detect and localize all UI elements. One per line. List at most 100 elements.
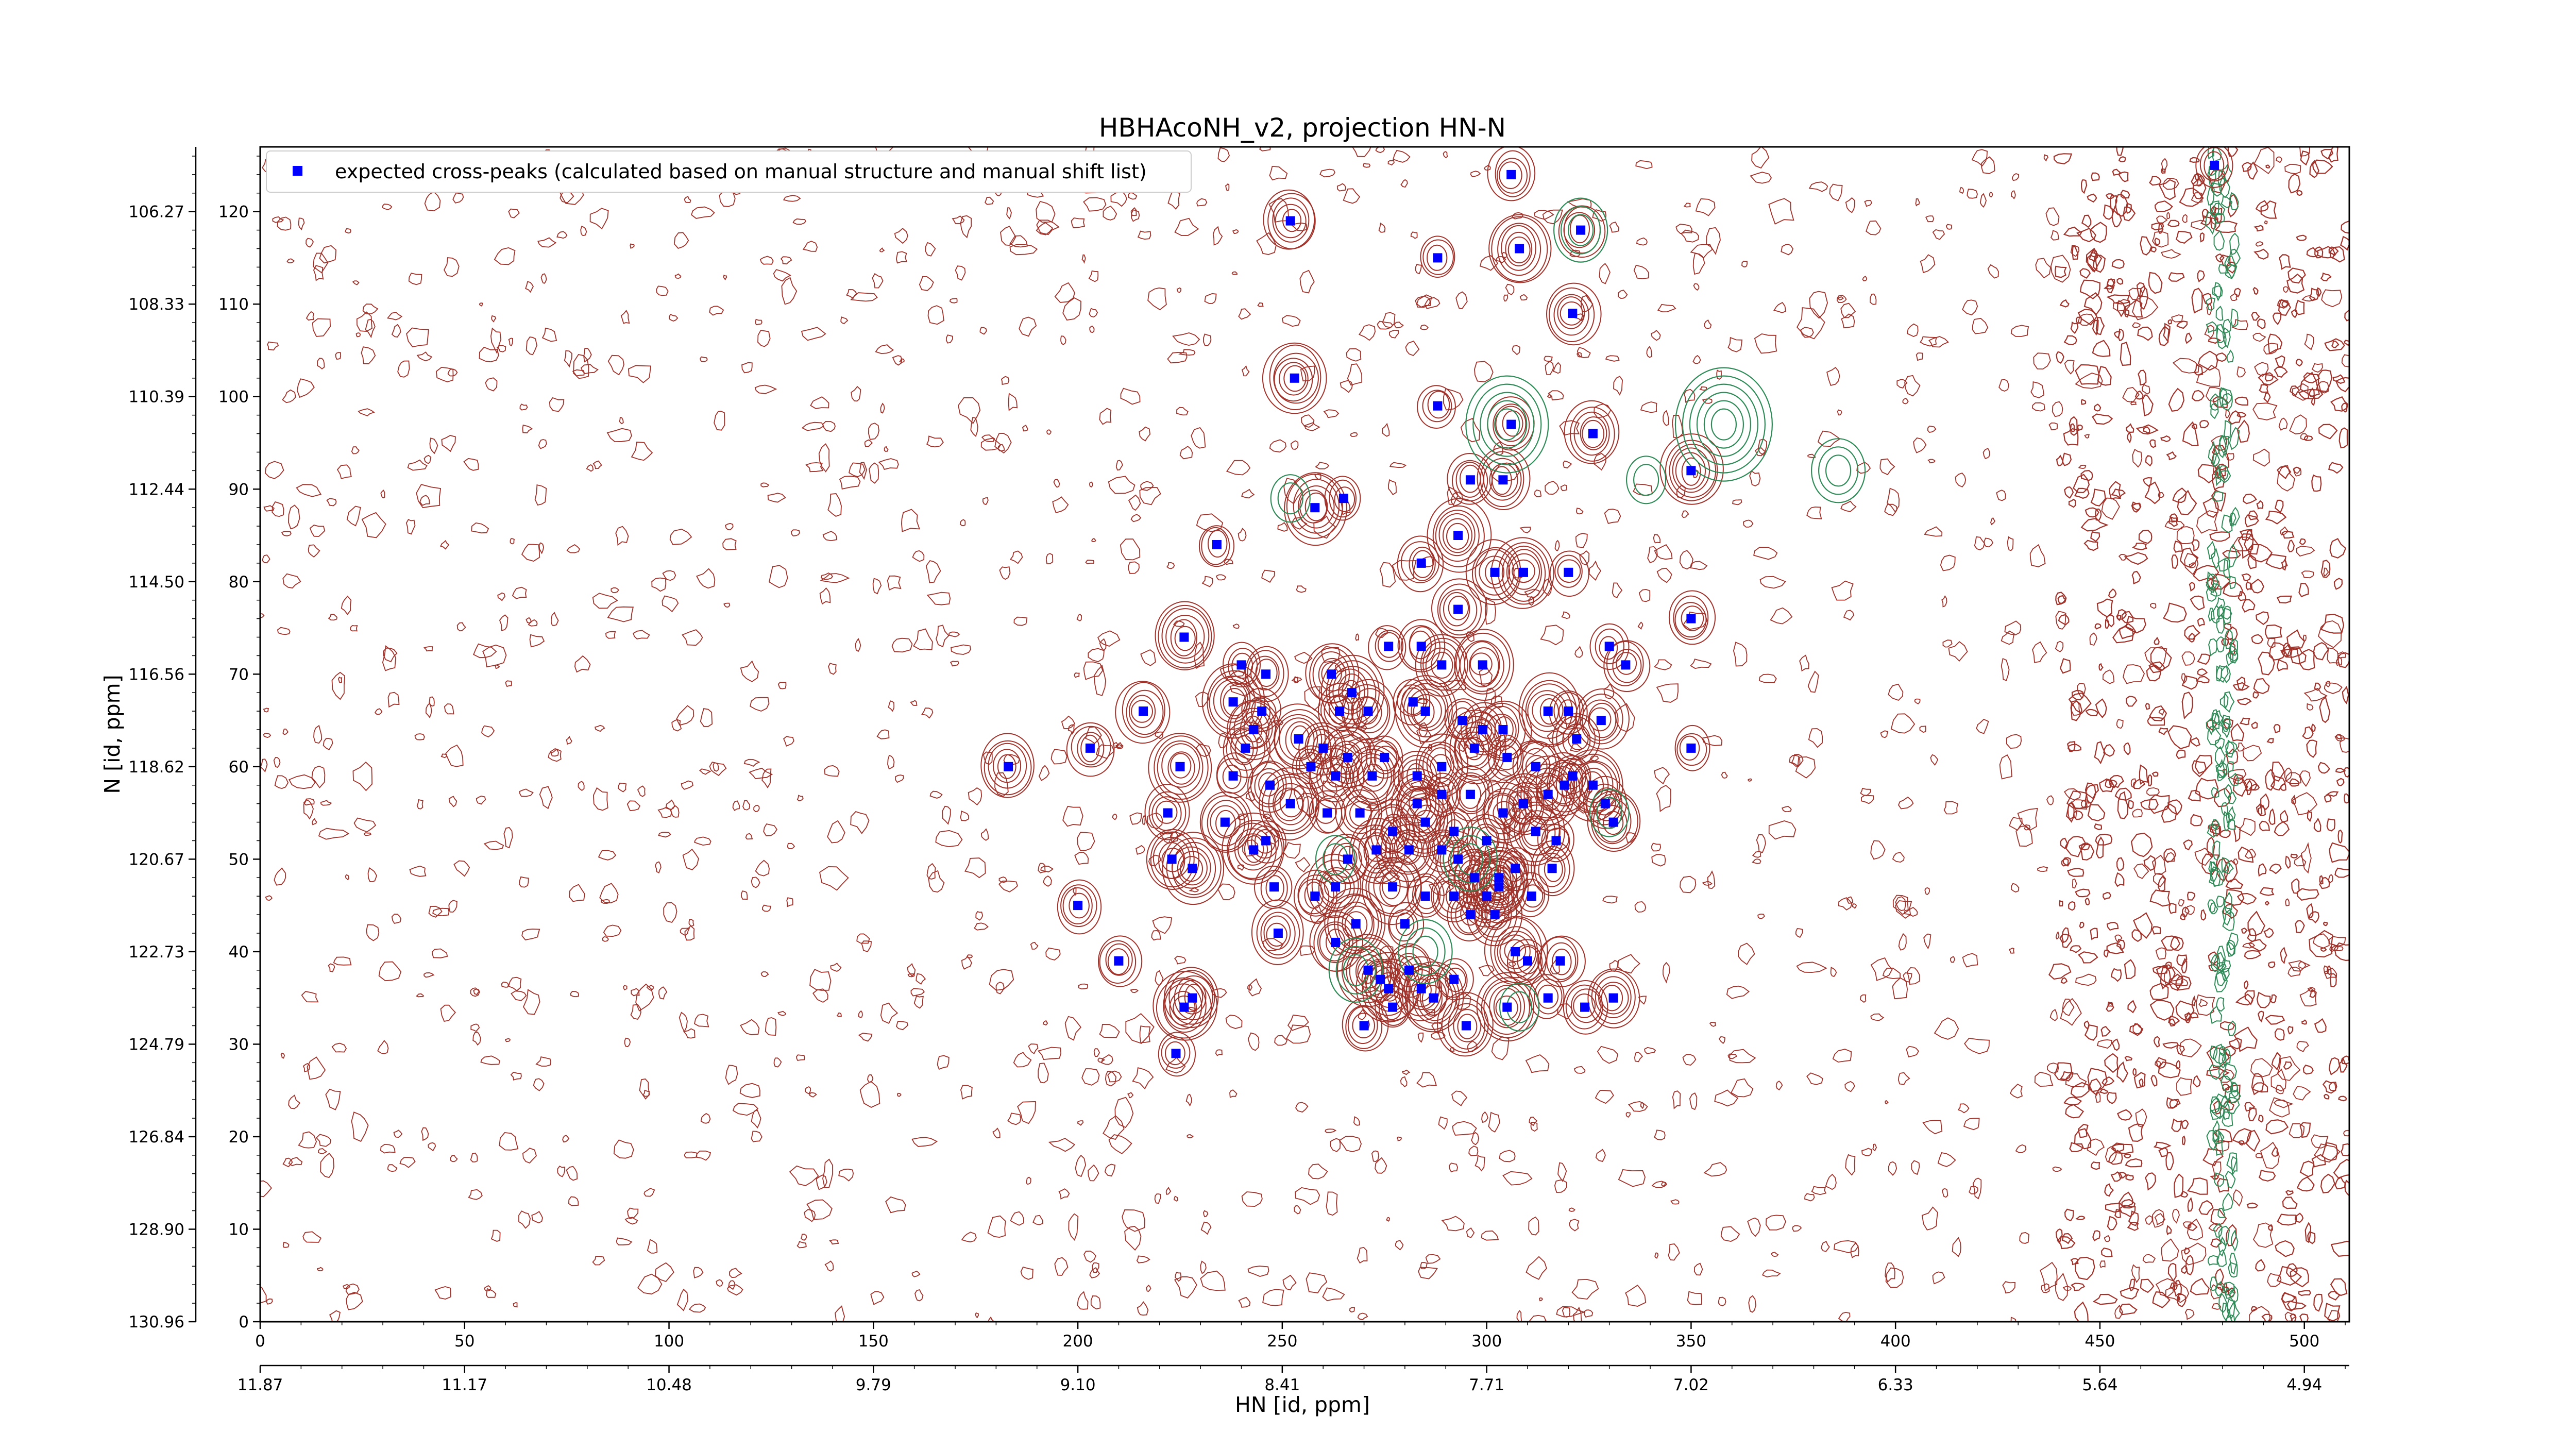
peak-contour (1311, 860, 1359, 912)
noise-contour (805, 462, 824, 473)
noise-contour (2069, 416, 2078, 436)
noise-contour (260, 613, 265, 618)
noise-contour (1081, 1068, 1100, 1086)
noise-contour (1042, 875, 1052, 887)
noise-contour (1173, 1195, 1178, 1202)
cross-peak-marker (1469, 743, 1479, 753)
noise-contour (1139, 426, 1151, 442)
noise-contour (1508, 961, 1516, 967)
x-ppm-tick-label: 7.71 (1469, 1376, 1504, 1394)
noise-contour (1529, 1116, 1538, 1126)
noise-contour (2229, 232, 2240, 256)
noise-contour (1727, 336, 1743, 352)
noise-contour (624, 1037, 631, 1048)
noise-contour (2084, 1024, 2098, 1041)
noise-contour (456, 622, 466, 632)
cross-peak-marker (1482, 836, 1492, 846)
noise-contour (2145, 1215, 2153, 1225)
noise-contour (2218, 1293, 2227, 1313)
noise-contour (2319, 696, 2331, 723)
peak-contour (1501, 545, 1546, 602)
noise-contour (2090, 488, 2106, 507)
noise-contour (809, 1092, 817, 1098)
noise-contour (315, 1134, 331, 1147)
noise-contour (2074, 1301, 2089, 1322)
noise-contour (1394, 322, 1404, 329)
noise-contour (2251, 634, 2264, 645)
noise-contour (2283, 286, 2289, 293)
noise-contour (2170, 1282, 2178, 1291)
noise-contour (2106, 942, 2124, 954)
noise-contour (999, 566, 1011, 580)
noise-contour (2191, 995, 2196, 1006)
cross-peak-marker (1551, 836, 1561, 846)
noise-contour (1753, 547, 1778, 560)
noise-contour (2075, 364, 2100, 385)
noise-contour (2219, 829, 2231, 838)
noise-contour (1202, 333, 1212, 346)
noise-contour (646, 985, 654, 991)
noise-contour (2197, 668, 2208, 677)
noise-contour (627, 1207, 639, 1219)
noise-contour (942, 805, 951, 825)
noise-contour (2225, 742, 2238, 754)
noise-contour (1006, 207, 1012, 220)
noise-contour (1902, 397, 1909, 405)
noise-contour (351, 1111, 369, 1142)
noise-contour (406, 327, 429, 348)
noise-contour (2271, 1052, 2281, 1071)
noise-contour (550, 612, 559, 626)
peak-contour (1368, 625, 1406, 670)
noise-contour (1009, 550, 1023, 564)
peak-contour (1170, 753, 1192, 779)
noise-contour (2255, 241, 2264, 247)
noise-contour (773, 1057, 782, 1068)
peak-contour (1593, 798, 1632, 845)
peak-contour (1489, 985, 1526, 1029)
noise-contour (998, 877, 1007, 883)
noise-contour (611, 587, 619, 593)
noise-contour (741, 362, 753, 374)
noise-contour (2260, 1141, 2280, 1169)
peak-contour (1399, 793, 1448, 850)
peak-contour (1546, 282, 1602, 346)
noise-contour (605, 631, 616, 639)
noise-contour (1971, 149, 1988, 167)
peak-contour (1318, 682, 1363, 739)
noise-contour (1637, 621, 1643, 630)
peak-contour (1485, 560, 1505, 585)
noise-contour (2098, 1088, 2109, 1094)
noise-contour (2299, 770, 2311, 787)
noise-contour (2055, 592, 2067, 605)
noise-contour (1346, 348, 1362, 362)
noise-contour (2092, 255, 2106, 273)
noise-contour (351, 446, 360, 454)
x-index-tick-label: 0 (255, 1332, 265, 1351)
noise-contour (1151, 930, 1161, 941)
noise-contour (2256, 803, 2263, 816)
noise-contour (1952, 1237, 1961, 1257)
cross-peak-marker (1437, 762, 1447, 771)
peak-contour (1668, 590, 1716, 645)
cross-peak-marker (1576, 225, 1586, 235)
noise-contour (472, 1032, 481, 1046)
x-index-tick-label: 100 (654, 1332, 684, 1351)
noise-contour (633, 630, 650, 639)
noise-contour (358, 408, 375, 417)
noise-contour (2116, 278, 2124, 285)
peak-contour (1480, 451, 1524, 508)
noise-contour (673, 232, 689, 249)
peak-contour (1201, 663, 1265, 739)
noise-contour (2253, 147, 2275, 175)
peak-contour (1381, 995, 1402, 1020)
cross-peak-marker (1531, 827, 1540, 836)
noise-contour (1350, 432, 1358, 437)
noise-contour (1330, 1138, 1341, 1152)
noise-contour (1225, 183, 1230, 191)
noise-contour (851, 385, 861, 402)
noise-contour (1525, 1054, 1550, 1073)
noise-contour (2337, 651, 2347, 659)
noise-contour (2342, 685, 2349, 705)
noise-contour (1300, 365, 1315, 382)
noise-contour (1287, 1014, 1309, 1031)
